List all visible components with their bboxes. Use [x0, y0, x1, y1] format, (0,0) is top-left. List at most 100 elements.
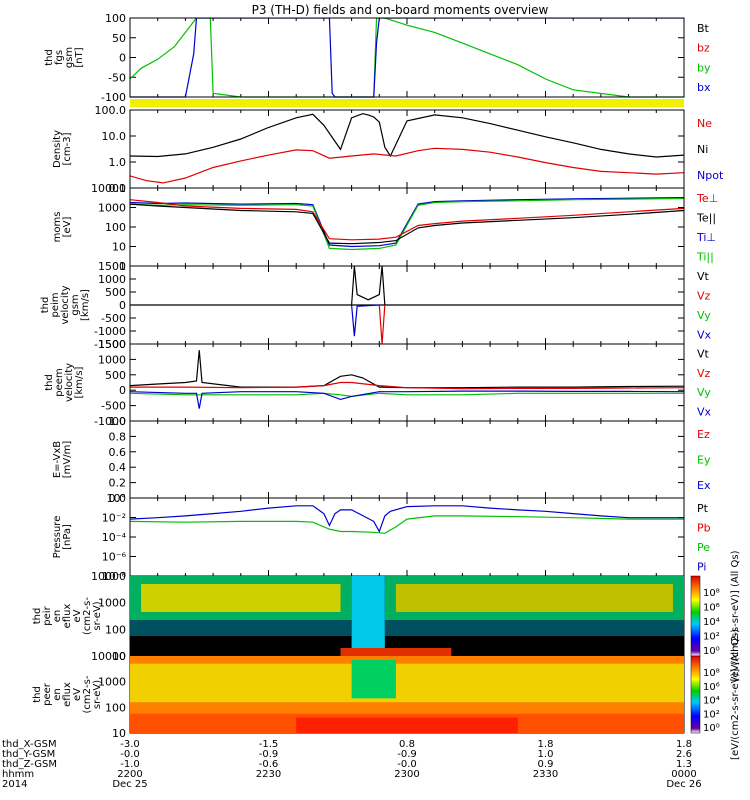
legend-ex: Ex	[697, 479, 711, 492]
colorbar-tick: 10²	[703, 709, 720, 720]
ytick-label: 0.6	[109, 446, 127, 459]
ytick-label: -100	[101, 91, 126, 104]
ytick-label: 1.0	[109, 415, 127, 428]
colorbar-tick: 10²	[703, 632, 720, 643]
series-te	[130, 199, 684, 241]
panel-5-ylabel: thdpeemvelocity[km/s]	[44, 363, 85, 402]
ytick-label: 0.1	[109, 182, 127, 195]
colorbar-tick: 10⁶	[703, 603, 720, 614]
legend-bz: bz	[697, 42, 710, 55]
ytick-label: 50	[112, 32, 126, 45]
colorbar-tick: 10⁴	[703, 617, 720, 628]
xaxis-tick-value: 1.0	[538, 749, 554, 760]
panel-2-ylabel: Density[cm-3]	[52, 130, 73, 168]
series-vt	[130, 350, 684, 389]
ytick-label: -1500	[94, 338, 126, 351]
xaxis-tick-value: 2330	[533, 769, 558, 780]
ylabel-line: (cm2-s-	[82, 597, 93, 635]
ytick-label: 10.0	[102, 130, 127, 143]
legend-ti: Ti⊥	[696, 231, 716, 244]
legend-ne: Ne	[697, 117, 712, 130]
xaxis-row-label: hhmm	[2, 769, 34, 780]
series-group	[130, 505, 684, 534]
xaxis-row-label: thd_Z-GSM	[2, 759, 57, 770]
panel-frame	[129, 420, 685, 499]
ylabel-line: [nT]	[74, 47, 85, 67]
ylabel-line: thd	[44, 49, 55, 66]
ytick-label: 10000	[91, 570, 126, 583]
xaxis-tick-value: -0.9	[397, 749, 417, 760]
colorbar-tick: 10⁶	[703, 682, 720, 693]
xaxis-tick-value: -0.9	[259, 749, 279, 760]
colorbar-tick: 10⁸	[703, 668, 720, 679]
figure-title: P3 (TH-D) fields and on-board moments ov…	[252, 3, 549, 17]
ytick-label: -1000	[94, 325, 126, 338]
panel-frame	[129, 497, 685, 577]
xaxis-tick-value: 0.9	[538, 759, 554, 770]
ylabel-line: peir	[42, 605, 53, 625]
ytick-label: 0.8	[109, 430, 127, 443]
ytick-label: 100	[105, 221, 126, 234]
ytick-label: 1000	[98, 273, 126, 286]
ylabel-line: en	[52, 688, 63, 701]
ylabel-line: Pressure	[52, 516, 63, 559]
xaxis-tick-value: -1.0	[120, 759, 140, 770]
legend-pt: Pt	[697, 502, 709, 515]
spectrogram-cell	[351, 576, 385, 648]
ylabel-line: (cm2-s-	[82, 675, 93, 713]
ytick-label: 1500	[98, 260, 126, 273]
spectrogram-cell	[395, 584, 673, 612]
ytick-label: 10000	[91, 650, 126, 663]
ylabel-line: thd	[40, 297, 51, 314]
ylabel-line: Density	[52, 130, 63, 168]
legend-pb: Pb	[697, 521, 711, 534]
ytick-label: 10	[112, 241, 126, 254]
panel-1: thdfgsgsm[nT] 100 50 0 -50 -100 Bt bz by bx	[44, 12, 711, 104]
ylabel-line: [km/s]	[80, 289, 91, 321]
ylabel-line: en	[52, 610, 63, 623]
ytick-label: 10	[112, 727, 126, 740]
legend-vz: Vz	[697, 367, 711, 380]
legend-ez: Ez	[697, 428, 710, 441]
series-ti	[130, 197, 684, 251]
series-vy	[130, 392, 684, 398]
xaxis-tick-value: -1.5	[259, 739, 279, 750]
series-group	[130, 18, 684, 98]
colorbar-tick: 10⁸	[703, 588, 720, 599]
ylabel-line: sr-eV)	[92, 680, 103, 709]
xaxis-tick-value: 0000	[671, 769, 696, 780]
series-bx	[130, 18, 684, 98]
ylabel-line: eflux	[62, 682, 73, 707]
ylabel-line: E=-VxB	[52, 441, 63, 478]
ytick-label: 500	[105, 369, 126, 382]
spectrogram-cell	[130, 663, 684, 703]
panel-frame	[129, 343, 685, 422]
legend-vy: Vy	[697, 386, 711, 399]
series-group	[130, 197, 684, 251]
ytick-label: 0	[119, 299, 126, 312]
series-te	[130, 203, 684, 245]
ytick-label: 0.2	[109, 477, 127, 490]
xaxis-tick-value: 2300	[394, 769, 419, 780]
electron-spectrogram	[130, 656, 684, 733]
xaxis-row-label: thd_X-GSM	[2, 739, 57, 750]
legend-pi: Pi	[697, 560, 706, 573]
colorbar-tick: 10⁴	[703, 696, 720, 707]
ytick-label: 1	[119, 260, 126, 273]
panel-frame	[129, 17, 685, 98]
legend-vt: Vt	[697, 348, 710, 361]
xaxis-tick-value: 0.8	[399, 739, 415, 750]
legend-ey: Ey	[697, 454, 711, 467]
ytick-label: 10°	[107, 492, 127, 505]
series-by	[130, 18, 684, 98]
xaxis-tick-value: 2200	[117, 769, 142, 780]
series-vz	[130, 381, 684, 390]
ylabel-line: gsm	[70, 294, 81, 315]
ylabel-line: [km/s]	[74, 366, 85, 398]
ylabel-line: velocity	[60, 285, 71, 324]
ytick-label: 100.0	[95, 104, 127, 117]
spectrogram-cell	[384, 620, 684, 636]
xaxis-tick-value: -0.0	[397, 759, 417, 770]
legend-ti: Ti||	[696, 250, 714, 263]
series-vx	[130, 390, 684, 409]
